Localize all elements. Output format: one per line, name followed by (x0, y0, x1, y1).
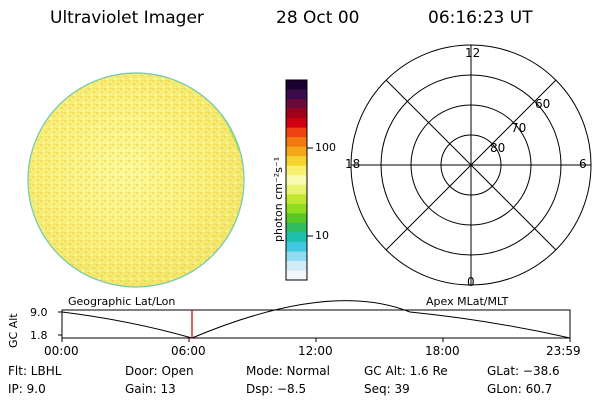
colorbar-segment (286, 222, 307, 233)
ip-info: IP: 9.0 (8, 382, 46, 396)
y-tick-9: 9.0 (30, 306, 48, 319)
colorbar-segment (286, 99, 307, 110)
seq-info: Seq: 39 (364, 382, 410, 396)
colorbar-segment (286, 251, 307, 262)
filter-info: Flt: LBHL (8, 364, 62, 378)
colorbar-segment (286, 80, 307, 91)
time-label: 06:16:23 UT (428, 8, 533, 28)
dial-lt-18: 18 (345, 157, 361, 171)
dial-lt-6: 6 (579, 157, 587, 171)
glat-info: GLat: −38.6 (487, 364, 560, 378)
x-tick-1200: 12:00 (298, 344, 333, 358)
geographic-label: Geographic Lat/Lon (68, 295, 176, 308)
uv-image-disk (27, 72, 245, 288)
dial-lt-12: 12 (465, 46, 481, 60)
colorbar-segment (286, 213, 307, 224)
dsp-info: Dsp: −8.5 (246, 382, 307, 396)
gc-alt-axis-title: GC Alt (7, 313, 20, 348)
mode-info: Mode: Normal (246, 364, 330, 378)
instrument-title: Ultraviolet Imager (50, 8, 204, 28)
colorbar-segment (286, 184, 307, 195)
colorbar (286, 80, 307, 281)
glon-info: GLon: 60.7 (487, 382, 553, 396)
gc-alt-info: GC Alt: 1.6 Re (364, 364, 448, 378)
y-tick-1-8: 1.8 (30, 329, 48, 342)
dial-lat-70: 70 (511, 121, 527, 135)
colorbar-segment (286, 108, 307, 119)
x-tick-1800: 18:00 (425, 344, 460, 358)
colorbar-unit-label: photon cm⁻²s⁻¹ (272, 156, 285, 242)
colorbar-segment (286, 232, 307, 243)
apex-label: Apex MLat/MLT (426, 295, 509, 308)
polar-dial (350, 44, 592, 286)
x-tick-0600: 06:00 (171, 344, 206, 358)
colorbar-label-100: 100 (315, 141, 336, 154)
colorbar-segment (286, 270, 307, 281)
colorbar-segment (286, 127, 307, 138)
colorbar-segment (286, 194, 307, 205)
door-info: Door: Open (125, 364, 194, 378)
colorbar-label-10: 10 (315, 229, 329, 242)
colorbar-segment (286, 175, 307, 186)
altitude-plot (58, 300, 571, 342)
altitude-curve (61, 300, 571, 339)
x-tick-0000: 00:00 (44, 344, 79, 358)
dial-lat-80: 80 (490, 141, 506, 155)
dial-lat-60: 60 (535, 97, 551, 111)
date-label: 28 Oct 00 (276, 8, 360, 28)
colorbar-segment (286, 241, 307, 252)
dial-lt-0: 0 (467, 275, 475, 289)
colorbar-segment (286, 156, 307, 167)
x-tick-2359: 23:59 (546, 344, 581, 358)
colorbar-segment (286, 118, 307, 129)
colorbar-segment (286, 203, 307, 214)
colorbar-frame (285, 79, 308, 281)
colorbar-segment (286, 89, 307, 100)
colorbar-segment (286, 146, 307, 157)
colorbar-segment (286, 260, 307, 271)
colorbar-segment (286, 165, 307, 176)
gain-info: Gain: 13 (125, 382, 176, 396)
colorbar-segment (286, 137, 307, 148)
